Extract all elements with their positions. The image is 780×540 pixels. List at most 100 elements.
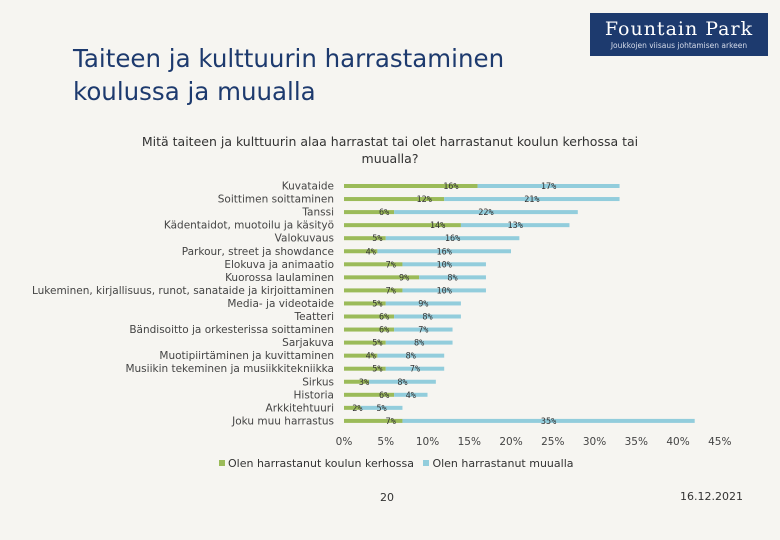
bar-school	[344, 184, 478, 188]
data-label-school: 7%	[386, 286, 396, 296]
bar-elsewhere	[419, 275, 486, 280]
bar-school	[344, 262, 403, 267]
data-label-elsewhere: 8%	[447, 273, 457, 283]
legend-swatch-elsewhere	[423, 460, 430, 466]
data-label-elsewhere: 8%	[397, 378, 407, 388]
data-label-elsewhere: 35%	[541, 417, 556, 427]
category-label: Sarjakuva	[282, 337, 334, 349]
bar-elsewhere	[360, 405, 403, 410]
data-label-elsewhere: 4%	[406, 391, 416, 401]
bar-elsewhere	[402, 262, 486, 267]
bar-school	[344, 236, 386, 241]
category-label: Historia	[294, 389, 335, 401]
bar-elsewhere	[394, 392, 428, 397]
bar-elsewhere	[394, 314, 461, 319]
category-label: Lukeminen, kirjallisuus, runot, sanataid…	[32, 285, 334, 297]
data-label-school: 5%	[372, 365, 382, 375]
data-label-school: 5%	[372, 299, 382, 309]
data-label-elsewhere: 7%	[410, 365, 420, 375]
category-label: Musiikin tekeminen ja musiikkitekniikka	[125, 363, 334, 375]
x-tick-label: 5%	[377, 436, 394, 448]
data-label-school: 4%	[366, 247, 376, 257]
category-label: Muotipiirtäminen ja kuvittaminen	[159, 350, 334, 362]
bar-elsewhere	[385, 301, 461, 306]
data-label-elsewhere: 8%	[406, 352, 416, 362]
category-label: Parkour, street ja showdance	[182, 246, 334, 258]
data-label-elsewhere: 8%	[414, 339, 424, 349]
bar-school	[344, 197, 445, 202]
bar-elsewhere	[385, 366, 445, 371]
bar-elsewhere	[385, 236, 520, 241]
bar-elsewhere	[394, 210, 578, 215]
data-label-elsewhere: 7%	[418, 326, 428, 336]
data-label-school: 5%	[372, 234, 382, 244]
category-label: Soittimen soittaminen	[218, 194, 334, 206]
legend-swatch-school	[219, 460, 225, 466]
logo-tagline: Joukkojen viisaus johtamisen arkeen	[610, 41, 748, 50]
x-tick-label: 45%	[708, 436, 731, 448]
bar-school	[344, 379, 370, 384]
data-label-school: 14%	[430, 221, 445, 231]
bar-elsewhere	[394, 327, 453, 332]
x-tick-label: 15%	[458, 436, 481, 448]
chart-title: Mitä taiteen ja kulttuurin alaa harrasta…	[141, 134, 639, 166]
bar-elsewhere	[377, 353, 445, 358]
bar-school	[344, 301, 386, 306]
data-label-school: 12%	[416, 195, 431, 205]
slide-title: Taiteen ja kulttuurin harrastaminen koul…	[73, 44, 505, 106]
bar-school	[344, 314, 395, 319]
category-label: Arkkitehtuuri	[266, 402, 334, 414]
data-label-school: 5%	[372, 339, 382, 349]
bar-elsewhere	[477, 184, 620, 188]
logo-name: Fountain Park	[604, 18, 754, 40]
data-label-elsewhere: 8%	[422, 313, 432, 323]
data-label-school: 9%	[399, 273, 409, 283]
data-label-elsewhere: 17%	[541, 182, 556, 192]
data-label-elsewhere: 16%	[437, 247, 452, 257]
bar-school	[344, 223, 461, 228]
data-label-elsewhere: 16%	[445, 234, 460, 244]
slide-date: 16.12.2021	[680, 490, 743, 503]
data-label-elsewhere: 5%	[376, 404, 386, 414]
bar-school	[344, 249, 378, 254]
legend-label-school: Olen harrastanut koulun kerhossa	[228, 457, 414, 470]
data-label-school: 3%	[359, 378, 369, 388]
category-label: Joku muu harrastus	[231, 415, 334, 427]
data-label-elsewhere: 21%	[524, 195, 539, 205]
category-label: Elokuva ja animaatio	[224, 259, 334, 271]
category-label: Kuvataide	[282, 181, 334, 193]
bar-school	[344, 210, 395, 215]
fountain-park-logo: Fountain Park Joukkojen viisaus johtamis…	[590, 13, 768, 56]
category-label: Tanssi	[301, 207, 334, 219]
data-label-elsewhere: 22%	[478, 208, 493, 218]
bar-school	[344, 275, 420, 280]
category-label: Teatteri	[294, 311, 334, 323]
bar-school	[344, 405, 361, 410]
category-label: Valokuvaus	[275, 233, 334, 245]
x-tick-label: 30%	[583, 436, 606, 448]
data-label-school: 7%	[386, 417, 396, 427]
legend-item-elsewhere: Olen harrastanut muualla	[423, 457, 574, 470]
bar-elsewhere	[460, 223, 570, 228]
bar-elsewhere	[444, 197, 620, 202]
bar-elsewhere	[402, 418, 695, 423]
data-label-school: 2%	[352, 404, 362, 414]
x-tick-label: 20%	[499, 436, 522, 448]
data-label-elsewhere: 10%	[437, 260, 452, 270]
x-tick-label: 0%	[336, 436, 353, 448]
bar-school	[344, 340, 386, 345]
data-label-school: 16%	[443, 182, 458, 192]
x-tick-label: 40%	[666, 436, 689, 448]
category-label: Kuorossa laulaminen	[225, 272, 334, 284]
chart-legend: Olen harrastanut koulun kerhossa Olen ha…	[219, 457, 580, 470]
data-label-school: 6%	[379, 391, 389, 401]
bar-school	[344, 353, 378, 358]
bar-school	[344, 288, 403, 293]
x-tick-label: 35%	[625, 436, 648, 448]
page-number: 20	[380, 491, 394, 504]
data-label-school: 6%	[379, 208, 389, 218]
data-label-school: 6%	[379, 326, 389, 336]
data-label-elsewhere: 13%	[507, 221, 522, 231]
